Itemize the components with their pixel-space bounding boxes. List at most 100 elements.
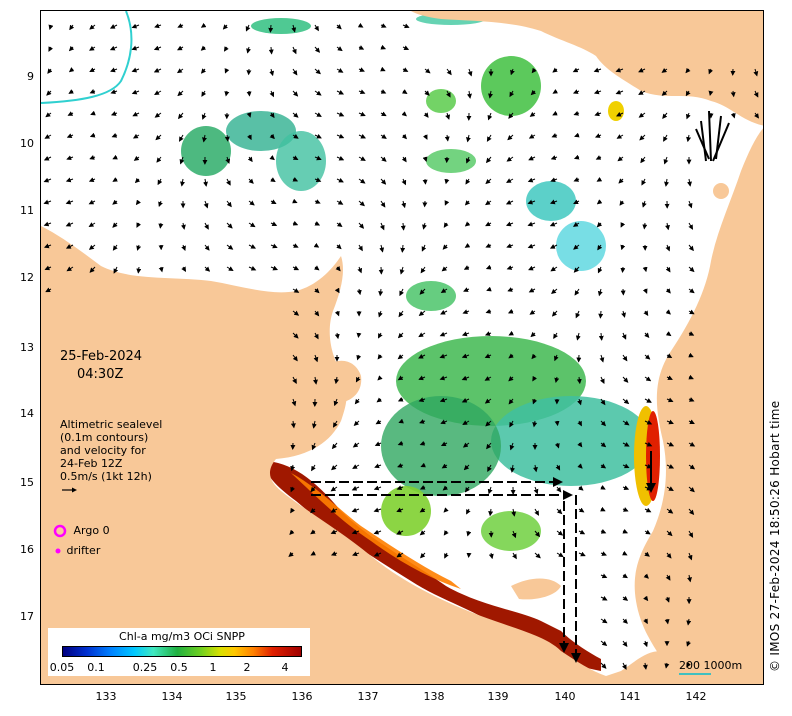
- velocity-arrow: [574, 288, 580, 296]
- lon-tick: 137: [357, 690, 379, 703]
- velocity-arrow: [292, 354, 298, 362]
- velocity-arrow: [464, 486, 470, 493]
- velocity-arrow: [248, 265, 257, 271]
- velocity-arrow: [688, 530, 694, 538]
- velocity-arrow: [377, 375, 383, 381]
- velocity-arrow: [643, 573, 649, 579]
- velocity-arrow: [462, 309, 470, 315]
- velocity-arrow: [373, 551, 382, 557]
- velocity-arrow: [600, 529, 607, 534]
- velocity-arrow: [357, 266, 363, 274]
- velocity-arrow: [311, 464, 316, 472]
- velocity-arrow: [420, 462, 426, 468]
- velocity-arrow: [572, 67, 580, 73]
- velocity-arrow: [551, 288, 558, 295]
- velocity-arrow: [68, 89, 74, 94]
- velocity-arrow: [225, 156, 231, 164]
- velocity-arrow: [550, 266, 558, 272]
- velocity-arrow: [574, 132, 580, 138]
- velocity-arrow: [532, 464, 538, 473]
- velocity-arrow: [621, 550, 628, 556]
- velocity-arrow: [600, 398, 606, 406]
- velocity-arrow: [270, 243, 278, 249]
- velocity-arrow: [246, 46, 251, 54]
- velocity-arrow: [136, 222, 141, 228]
- velocity-arrow: [131, 67, 140, 73]
- velocity-arrow: [485, 420, 492, 427]
- velocity-arrow: [270, 199, 277, 204]
- velocity-arrow: [528, 287, 536, 293]
- velocity-arrow: [226, 200, 232, 208]
- velocity-arrow: [397, 440, 404, 446]
- velocity-arrow: [639, 134, 646, 141]
- velocity-arrow: [616, 134, 624, 139]
- velocity-arrow: [269, 155, 275, 161]
- velocity-arrow: [179, 156, 185, 165]
- velocity-arrow: [330, 551, 338, 556]
- velocity-arrow: [622, 463, 630, 469]
- velocity-arrow: [441, 463, 448, 469]
- velocity-arrow: [397, 332, 404, 339]
- velocity-arrow: [314, 90, 322, 96]
- velocity-arrow: [224, 134, 230, 142]
- velocity-arrow: [487, 464, 492, 472]
- velocity-arrow: [373, 529, 382, 535]
- velocity-arrow: [687, 200, 693, 209]
- velocity-arrow: [110, 67, 118, 73]
- velocity-arrow: [204, 222, 209, 230]
- velocity-arrow: [467, 68, 473, 77]
- velocity-arrow: [154, 23, 162, 29]
- velocity-arrow: [530, 89, 537, 96]
- velocity-arrow: [134, 177, 141, 184]
- velocity-arrow: [549, 199, 558, 205]
- velocity-arrow: [136, 266, 142, 274]
- velocity-arrow: [203, 200, 209, 209]
- velocity-arrow: [133, 155, 140, 161]
- velocity-arrow: [511, 530, 517, 539]
- velocity-arrow: [380, 89, 387, 94]
- velocity-arrow: [642, 266, 648, 273]
- velocity-arrow: [443, 222, 449, 228]
- velocity-arrow: [666, 419, 674, 425]
- velocity-arrow: [462, 420, 470, 426]
- velocity-arrow: [685, 90, 691, 97]
- velocity-arrow: [461, 331, 470, 337]
- velocity-arrow: [572, 89, 580, 94]
- velocity-arrow: [642, 222, 648, 230]
- velocity-arrow: [401, 89, 408, 94]
- velocity-arrow: [292, 198, 298, 204]
- velocity-arrow: [507, 308, 514, 314]
- velocity-arrow: [65, 177, 74, 183]
- velocity-arrow: [573, 110, 580, 116]
- velocity-arrow: [421, 244, 427, 252]
- velocity-arrow: [202, 134, 207, 143]
- velocity-arrow: [181, 266, 187, 272]
- velocity-arrow: [373, 507, 382, 513]
- velocity-arrow: [575, 332, 581, 341]
- velocity-arrow: [686, 640, 691, 647]
- velocity-arrow: [336, 244, 342, 250]
- velocity-arrow: [600, 640, 608, 647]
- velocity-arrow: [666, 508, 674, 514]
- lat-tick: 10: [20, 137, 34, 150]
- velocity-arrow: [688, 464, 696, 470]
- velocity-arrow: [463, 464, 470, 471]
- velocity-arrow: [662, 112, 668, 119]
- velocity-arrow: [88, 199, 96, 205]
- velocity-arrow: [528, 265, 536, 271]
- velocity-arrow: [48, 46, 53, 52]
- velocity-arrow: [268, 24, 274, 33]
- velocity-arrow: [484, 353, 492, 359]
- velocity-arrow: [44, 265, 52, 271]
- velocity-arrow: [554, 420, 560, 427]
- velocity-arrow: [269, 112, 275, 119]
- velocity-arrow: [665, 266, 671, 273]
- velocity-arrow: [508, 398, 514, 405]
- map-panel[interactable]: [40, 10, 764, 685]
- lon-tick: 133: [95, 690, 117, 703]
- velocity-arrow: [529, 111, 536, 117]
- velocity-arrow: [527, 199, 536, 205]
- velocity-arrow: [200, 45, 207, 51]
- velocity-arrow: [444, 552, 449, 559]
- velocity-arrow: [419, 485, 426, 490]
